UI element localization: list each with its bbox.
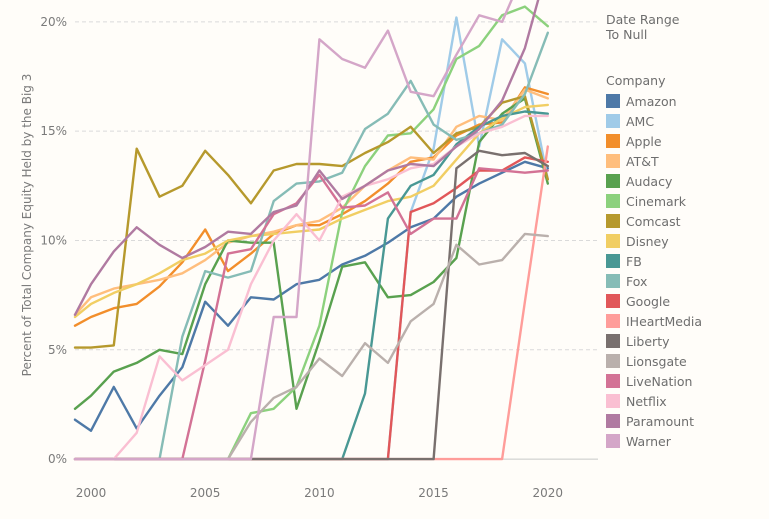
company-legend-title: Company [606, 73, 666, 88]
legend-label: Warner [626, 433, 671, 449]
series-line-fox[interactable] [73, 31, 549, 461]
legend-label: Audacy [626, 173, 673, 189]
legend-item-cinemark[interactable]: Cinemark [606, 191, 766, 211]
legend-swatch [606, 394, 620, 408]
legend-item-comcast[interactable]: Comcast [606, 211, 766, 231]
legend-label: Amazon [626, 93, 677, 109]
legend-swatch [606, 354, 620, 368]
legend-swatch [606, 94, 620, 108]
legend-label: Paramount [626, 413, 695, 429]
series-line-audacy[interactable] [73, 97, 549, 410]
x-tick-label: 2010 [304, 486, 335, 500]
legend-swatch [606, 434, 620, 448]
legend-item-warner[interactable]: Warner [606, 431, 766, 451]
legend-label: LiveNation [626, 373, 693, 389]
legend-item-google[interactable]: Google [606, 291, 766, 311]
legend-label: Disney [626, 233, 669, 249]
date-range-title: Date Range To Null [606, 12, 680, 42]
legend-swatch [606, 414, 620, 428]
legend-swatch [606, 114, 620, 128]
x-tick-label: 2020 [532, 486, 563, 500]
legend-swatch [606, 254, 620, 268]
legend-swatch [606, 194, 620, 208]
y-tick-label: 15% [40, 124, 67, 138]
legend-label: Comcast [626, 213, 681, 229]
legend-item-lionsgate[interactable]: Lionsgate [606, 351, 766, 371]
series-line-amc[interactable] [73, 16, 549, 461]
legend-label: Netflix [626, 393, 667, 409]
series-line-iheartmedia[interactable] [73, 145, 549, 461]
legend-swatch [606, 334, 620, 348]
legend-item-amc[interactable]: AMC [606, 111, 766, 131]
legend-item-netflix[interactable]: Netflix [606, 391, 766, 411]
y-tick-label: 0% [48, 452, 67, 466]
legend-item-liberty[interactable]: Liberty [606, 331, 766, 351]
legend-item-apple[interactable]: Apple [606, 131, 766, 151]
series-line-at-t[interactable] [73, 88, 549, 316]
legend-label: Apple [626, 133, 662, 149]
series-line-amazon[interactable] [73, 160, 549, 432]
legend-swatch [606, 134, 620, 148]
y-tick-label: 5% [48, 343, 67, 357]
legend-label: Liberty [626, 333, 670, 349]
y-axis-title: Percent of Total Company Equity Held by … [20, 74, 34, 377]
legend: Date Range To Null Company Amazon AMC Appl… [606, 12, 766, 451]
series-line-liberty[interactable] [73, 149, 549, 461]
legend-swatch [606, 174, 620, 188]
line-chart: 0% 5% 10% 15% 20% 2000 2005 2010 2015 2020 Percent… [20, 0, 598, 500]
legend-items: Amazon AMC Apple AT&T Audacy Cinemark Comcast D… [606, 91, 766, 451]
y-tick-label: 20% [40, 15, 67, 29]
series-line-warner[interactable] [73, 0, 548, 461]
legend-label: AT&T [626, 153, 659, 169]
legend-label: Cinemark [626, 193, 687, 209]
legend-label: Lionsgate [626, 353, 687, 369]
legend-item-iheartmedia[interactable]: IHeartMedia [606, 311, 766, 331]
x-tick-label: 2005 [190, 486, 221, 500]
legend-swatch [606, 294, 620, 308]
y-tick-label: 10% [40, 233, 67, 247]
legend-swatch [606, 274, 620, 288]
legend-swatch [606, 234, 620, 248]
legend-item-audacy[interactable]: Audacy [606, 171, 766, 191]
legend-item-disney[interactable]: Disney [606, 231, 766, 251]
legend-swatch [606, 214, 620, 228]
legend-swatch [606, 154, 620, 168]
legend-label: IHeartMedia [626, 313, 703, 329]
series-line-netflix[interactable] [73, 114, 549, 461]
legend-item-at-t[interactable]: AT&T [606, 151, 766, 171]
legend-swatch [606, 314, 620, 328]
legend-item-fox[interactable]: Fox [606, 271, 766, 291]
legend-label: AMC [626, 113, 655, 129]
legend-item-paramount[interactable]: Paramount [606, 411, 766, 431]
x-tick-label: 2000 [76, 486, 107, 500]
legend-item-fb[interactable]: FB [606, 251, 766, 271]
series-line-disney[interactable] [73, 103, 549, 319]
x-tick-label: 2015 [418, 486, 449, 500]
legend-item-amazon[interactable]: Amazon [606, 91, 766, 111]
legend-label: Fox [626, 273, 648, 289]
legend-swatch [606, 374, 620, 388]
legend-item-livenation[interactable]: LiveNation [606, 371, 766, 391]
legend-label: FB [626, 253, 642, 269]
legend-label: Google [626, 293, 671, 309]
